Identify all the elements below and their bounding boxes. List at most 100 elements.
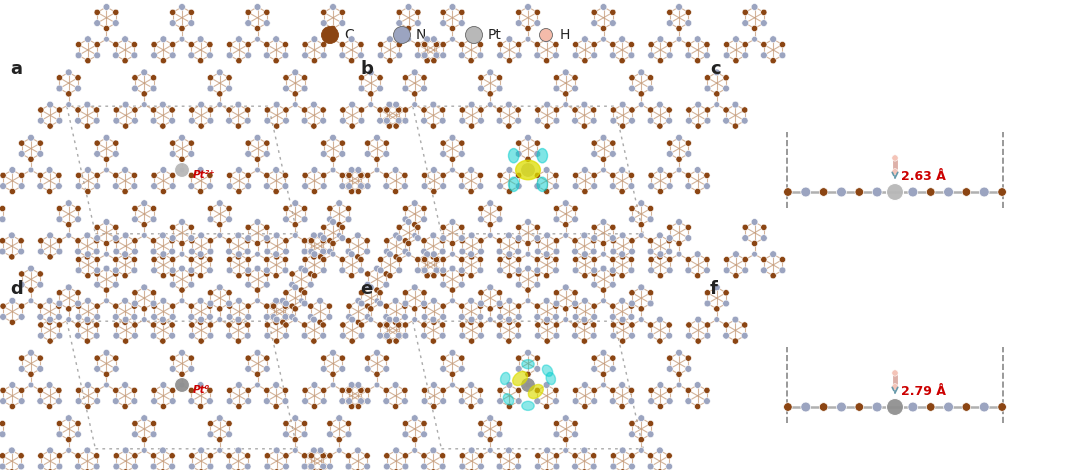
Circle shape bbox=[160, 469, 166, 470]
Circle shape bbox=[459, 224, 464, 230]
Circle shape bbox=[56, 431, 63, 438]
Circle shape bbox=[405, 4, 411, 10]
Circle shape bbox=[170, 235, 176, 242]
Circle shape bbox=[591, 52, 597, 59]
Circle shape bbox=[244, 322, 251, 328]
Circle shape bbox=[507, 36, 513, 43]
Circle shape bbox=[227, 172, 232, 179]
Circle shape bbox=[449, 36, 456, 42]
Circle shape bbox=[364, 398, 372, 405]
Circle shape bbox=[402, 313, 408, 320]
Circle shape bbox=[723, 118, 729, 124]
Circle shape bbox=[752, 251, 757, 257]
Circle shape bbox=[122, 273, 129, 279]
Circle shape bbox=[94, 267, 100, 274]
Circle shape bbox=[301, 75, 308, 81]
Circle shape bbox=[515, 107, 522, 113]
Circle shape bbox=[415, 257, 421, 263]
Circle shape bbox=[402, 238, 408, 244]
Circle shape bbox=[273, 188, 280, 195]
Circle shape bbox=[629, 52, 635, 59]
Circle shape bbox=[18, 313, 25, 320]
Circle shape bbox=[648, 172, 654, 179]
Circle shape bbox=[571, 300, 579, 307]
Circle shape bbox=[365, 355, 370, 361]
Circle shape bbox=[0, 216, 5, 223]
Circle shape bbox=[647, 300, 654, 307]
Circle shape bbox=[685, 224, 691, 230]
Circle shape bbox=[505, 101, 512, 108]
Circle shape bbox=[760, 257, 767, 263]
Circle shape bbox=[534, 20, 541, 26]
Circle shape bbox=[497, 303, 503, 309]
Circle shape bbox=[543, 57, 550, 64]
Circle shape bbox=[609, 150, 617, 157]
Circle shape bbox=[477, 118, 484, 124]
Circle shape bbox=[355, 382, 362, 388]
Circle shape bbox=[477, 463, 484, 470]
Circle shape bbox=[320, 322, 326, 328]
Circle shape bbox=[837, 187, 847, 197]
Circle shape bbox=[273, 403, 280, 410]
Circle shape bbox=[374, 382, 380, 388]
Circle shape bbox=[336, 437, 342, 443]
Circle shape bbox=[430, 447, 436, 454]
Circle shape bbox=[339, 172, 346, 179]
Circle shape bbox=[449, 251, 456, 257]
Circle shape bbox=[402, 205, 408, 212]
Circle shape bbox=[465, 26, 483, 44]
Circle shape bbox=[676, 167, 681, 173]
Circle shape bbox=[459, 303, 464, 309]
Circle shape bbox=[392, 403, 399, 410]
Circle shape bbox=[487, 317, 494, 322]
Circle shape bbox=[714, 69, 720, 76]
Circle shape bbox=[245, 387, 252, 393]
Circle shape bbox=[198, 36, 204, 43]
Circle shape bbox=[132, 387, 137, 393]
Circle shape bbox=[600, 265, 607, 272]
Circle shape bbox=[320, 453, 326, 459]
Circle shape bbox=[235, 298, 242, 304]
Circle shape bbox=[216, 69, 224, 76]
Circle shape bbox=[629, 41, 635, 47]
Circle shape bbox=[742, 41, 748, 47]
Circle shape bbox=[273, 36, 280, 43]
Circle shape bbox=[449, 219, 456, 225]
Circle shape bbox=[245, 52, 252, 59]
Circle shape bbox=[543, 382, 550, 388]
Circle shape bbox=[477, 267, 484, 274]
Circle shape bbox=[544, 469, 551, 470]
Circle shape bbox=[293, 437, 298, 443]
Text: 2.79 Å: 2.79 Å bbox=[902, 385, 946, 399]
Circle shape bbox=[359, 290, 365, 296]
Circle shape bbox=[468, 36, 474, 43]
Circle shape bbox=[367, 69, 374, 76]
Circle shape bbox=[283, 300, 289, 307]
Circle shape bbox=[647, 463, 654, 470]
Circle shape bbox=[420, 332, 428, 339]
Circle shape bbox=[704, 75, 711, 81]
Circle shape bbox=[392, 382, 399, 388]
Circle shape bbox=[944, 187, 954, 197]
Circle shape bbox=[535, 224, 540, 230]
Circle shape bbox=[168, 332, 176, 339]
Circle shape bbox=[66, 221, 72, 228]
Circle shape bbox=[264, 9, 270, 16]
Circle shape bbox=[235, 403, 242, 410]
Circle shape bbox=[75, 421, 81, 427]
Circle shape bbox=[496, 85, 503, 92]
Circle shape bbox=[48, 123, 53, 129]
Circle shape bbox=[245, 172, 252, 179]
Circle shape bbox=[207, 85, 214, 92]
Circle shape bbox=[216, 200, 224, 206]
Circle shape bbox=[330, 167, 336, 173]
Circle shape bbox=[784, 188, 793, 196]
Circle shape bbox=[553, 421, 559, 427]
Circle shape bbox=[421, 41, 428, 47]
Circle shape bbox=[76, 303, 82, 309]
Circle shape bbox=[265, 107, 270, 113]
Circle shape bbox=[365, 303, 370, 309]
Circle shape bbox=[235, 251, 242, 258]
Circle shape bbox=[468, 298, 474, 304]
Circle shape bbox=[355, 166, 362, 173]
